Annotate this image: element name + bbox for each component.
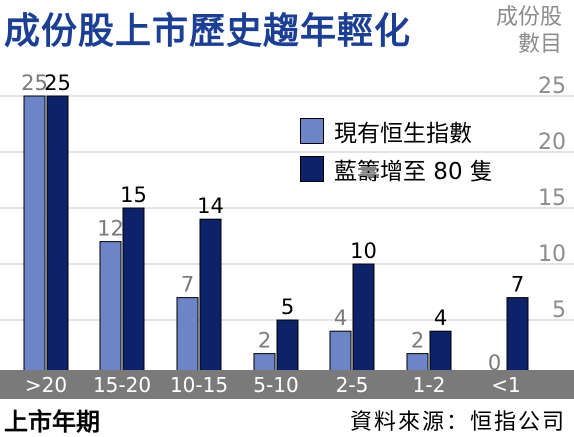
bar bbox=[99, 241, 122, 377]
x-tick-label: >20 bbox=[25, 373, 67, 397]
legend-item-expanded: 藍籌增至 80 隻 bbox=[300, 150, 493, 188]
legend-swatch-current bbox=[300, 118, 324, 144]
x-tick-label: 15-20 bbox=[93, 373, 151, 397]
bar bbox=[122, 207, 145, 377]
data-label: 25 bbox=[44, 71, 71, 95]
data-label: 2 bbox=[258, 329, 271, 353]
legend-item-current: 現有恒生指數 bbox=[300, 112, 493, 150]
legend-label-current: 現有恒生指數 bbox=[334, 121, 472, 147]
legend: 現有恒生指數 藍籌增至 80 隻 bbox=[300, 112, 493, 188]
bar bbox=[506, 297, 529, 377]
data-label: 4 bbox=[334, 306, 347, 330]
data-label: 7 bbox=[511, 273, 524, 297]
chart-title: 成份股上市歷史趨年輕化 bbox=[4, 11, 412, 52]
x-tick-label: 2-5 bbox=[336, 373, 369, 397]
bar bbox=[329, 330, 352, 377]
x-tick-label: <1 bbox=[491, 373, 520, 397]
x-tick-label: 5-10 bbox=[253, 373, 298, 397]
bar bbox=[276, 319, 299, 377]
y-axis-label: 成份股 數目 bbox=[482, 4, 562, 58]
data-label: 15 bbox=[120, 183, 147, 207]
data-label: 25 bbox=[21, 71, 48, 95]
data-label: 10 bbox=[350, 239, 377, 263]
data-label: 14 bbox=[197, 194, 224, 218]
bar bbox=[23, 95, 46, 377]
y-tick-label: 25 bbox=[538, 74, 566, 99]
bar bbox=[352, 263, 375, 377]
data-label: 0 bbox=[488, 351, 501, 375]
legend-swatch-expanded bbox=[300, 156, 324, 182]
x-axis-band bbox=[0, 370, 574, 399]
data-label: 12 bbox=[97, 217, 124, 241]
y-tick-label: 5 bbox=[552, 298, 566, 323]
bar bbox=[176, 297, 199, 377]
legend-label-expanded: 藍籌增至 80 隻 bbox=[334, 159, 493, 185]
data-label: 2 bbox=[411, 329, 424, 353]
y-axis-label-line-1: 成份股 bbox=[495, 5, 562, 30]
y-tick-label: 20 bbox=[538, 130, 566, 155]
bar bbox=[429, 330, 452, 377]
data-label: 7 bbox=[181, 273, 194, 297]
bar bbox=[199, 218, 222, 377]
x-axis-label: 上市年期 bbox=[4, 408, 100, 436]
bar bbox=[46, 95, 69, 377]
data-label: 5 bbox=[281, 295, 294, 319]
source-note: 資料來源：恒指公司 bbox=[349, 410, 566, 435]
x-tick-label: 10-15 bbox=[170, 373, 228, 397]
y-tick-label: 15 bbox=[538, 186, 566, 211]
y-tick-label: 10 bbox=[538, 242, 566, 267]
x-tick-label: 1-2 bbox=[413, 373, 446, 397]
data-label: 4 bbox=[434, 306, 447, 330]
y-axis-label-line-2: 數目 bbox=[517, 32, 562, 57]
